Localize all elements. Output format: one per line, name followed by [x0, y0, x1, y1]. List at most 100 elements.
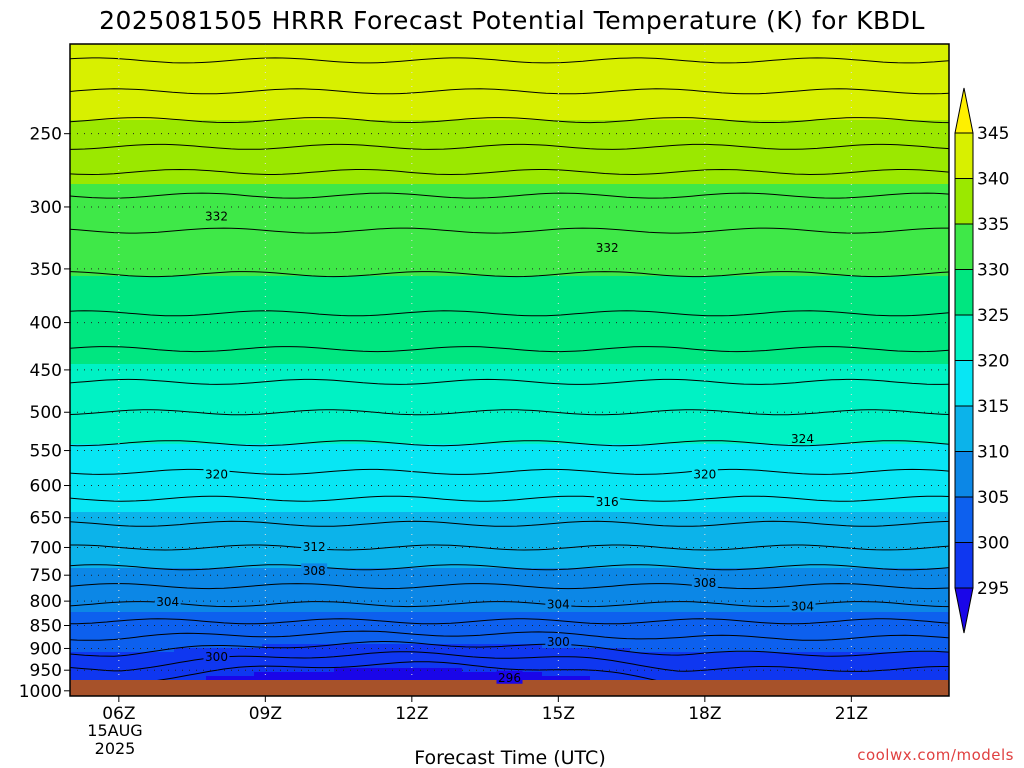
- band-cell-297: [686, 52, 695, 57]
- band-cell-1229: [222, 88, 231, 93]
- band-cell-4945: [910, 220, 919, 225]
- band-cell-609: [542, 64, 551, 69]
- band-cell-2397: [766, 128, 775, 133]
- band-cell-2771: [238, 144, 247, 149]
- band-cell-2294: [822, 124, 831, 129]
- band-cell-4801: [638, 216, 647, 221]
- band-cell-1629: [782, 100, 791, 105]
- band-cell-2585: [510, 136, 519, 141]
- band-cell-3109: [302, 156, 311, 161]
- band-cell-4604: [822, 208, 831, 213]
- band-cell-3804: [582, 180, 591, 185]
- band-cell-3914: [582, 184, 591, 189]
- band-cell-3819: [702, 180, 711, 185]
- band-cell-3227: [366, 160, 375, 165]
- band-cell-3801: [558, 180, 567, 185]
- band-cell-4715: [830, 212, 839, 217]
- band-cell-842: [646, 72, 655, 77]
- band-cell-2648: [134, 140, 143, 145]
- band-cell-3357: [526, 164, 535, 169]
- band-cell-834: [582, 72, 591, 77]
- band-cell-1150: [470, 84, 479, 89]
- band-cell-1567: [286, 100, 295, 105]
- band-cell-1529: [862, 96, 871, 101]
- band-cell-696: [358, 68, 367, 73]
- band-cell-1485: [510, 96, 519, 101]
- band-cell-3479: [622, 168, 631, 173]
- band-cell-3235: [430, 160, 439, 165]
- band-cell-4241: [558, 196, 567, 201]
- band-cell-3751: [158, 180, 167, 185]
- band-cell-1580: [390, 100, 399, 105]
- band-cell-3795: [510, 180, 519, 185]
- band-cell-4174: [902, 192, 911, 197]
- band-cell-3650: [230, 176, 239, 181]
- band-cell-2716: [678, 140, 687, 145]
- band-cell-2937: [686, 148, 695, 153]
- band-cell-1535: [910, 96, 919, 101]
- band-cell-2567: [366, 136, 375, 141]
- band-cell-2623: [814, 136, 823, 141]
- band-cell-3068: [854, 152, 863, 157]
- band-cell-4456: [518, 204, 527, 209]
- band-cell-1563: [254, 100, 263, 105]
- band-cell-277: [526, 52, 535, 57]
- band-cell-1826: [598, 108, 607, 113]
- band-cell-1611: [638, 100, 647, 105]
- band-cell-2421: [78, 132, 87, 137]
- band-cell-4118: [454, 192, 463, 197]
- band-cell-4590: [710, 208, 719, 213]
- band-cell-4043: [734, 188, 743, 193]
- band-cell-4690: [630, 212, 639, 217]
- band-cell-506: [598, 60, 607, 65]
- band-cell-3062: [806, 152, 815, 157]
- band-cell-3318: [214, 164, 223, 169]
- band-cell-394: [582, 56, 591, 61]
- band-cell-3532: [166, 172, 175, 177]
- band-cell-4699: [702, 212, 711, 217]
- band-cell-930: [470, 76, 479, 81]
- band-cell-1825: [590, 108, 599, 113]
- band-cell-3076: [918, 152, 927, 157]
- band-cell-4947: [926, 220, 935, 225]
- band-cell-3578: [534, 172, 543, 177]
- band-cell-1810: [470, 108, 479, 113]
- band-cell-4200: [230, 196, 239, 201]
- band-cell-808: [374, 72, 383, 77]
- band-cell-4498: [854, 204, 863, 209]
- band-cell-4880: [390, 220, 399, 225]
- band-cell-4844: [102, 220, 111, 225]
- band-cell-2516: [838, 132, 847, 137]
- band-cell-4938: [854, 220, 863, 225]
- band-cell-3403: [894, 164, 903, 169]
- band-cell-2003: [254, 116, 263, 121]
- band-cell-1114: [182, 84, 191, 89]
- band-cell-2118: [294, 120, 303, 125]
- band-cell-1205: [910, 84, 919, 89]
- band-cell-1062: [646, 80, 655, 85]
- band-cell-2139: [462, 120, 471, 125]
- band-cell-4308: [214, 200, 223, 205]
- band-cell-1468: [374, 96, 383, 101]
- band-cell-3048: [694, 152, 703, 157]
- band-cell-3737: [926, 176, 935, 181]
- band-cell-3199: [142, 160, 151, 165]
- band-cell-1862: [886, 108, 895, 113]
- band-cell-2595: [590, 136, 599, 141]
- band-cell-1746: [838, 104, 847, 109]
- band-cell-3256: [598, 160, 607, 165]
- band-cell-755: [830, 68, 839, 73]
- band-cell-4502: [886, 204, 895, 209]
- band-cell-2557: [286, 136, 295, 141]
- band-cell-2866: [118, 148, 127, 153]
- band-cell-3061: [798, 152, 807, 157]
- band-cell-3089: [142, 156, 151, 161]
- band-cell-1064: [662, 80, 671, 85]
- band-cell-2637: [926, 136, 935, 141]
- band-cell-1815: [510, 108, 519, 113]
- band-cell-4632: [166, 212, 175, 217]
- band-cell-844: [662, 72, 671, 77]
- band-cell-4235: [510, 196, 519, 201]
- band-cell-3170: [790, 156, 799, 161]
- band-cell-2100: [150, 120, 159, 125]
